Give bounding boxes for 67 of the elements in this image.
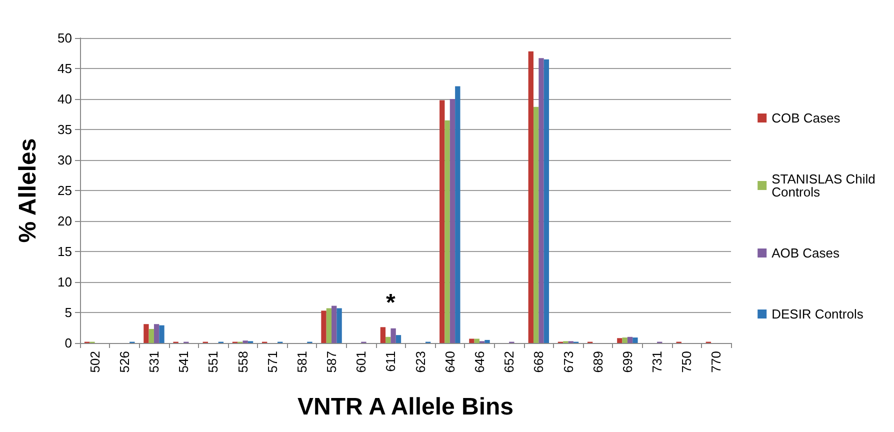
y-tick-label: 15 — [58, 244, 72, 259]
bar — [396, 335, 402, 343]
x-tick-label: 531 — [146, 351, 162, 373]
x-tick-label: 652 — [502, 351, 517, 373]
bar — [144, 324, 149, 343]
bar — [450, 99, 456, 343]
y-axis-title: % Alleles — [14, 138, 42, 243]
x-tick-label: 770 — [708, 351, 724, 373]
x-tick-label: 750 — [679, 351, 694, 373]
bar — [469, 338, 474, 343]
y-tick-label: 25 — [58, 183, 72, 198]
y-tick-label: 30 — [58, 152, 72, 168]
y-tick-label: 5 — [64, 305, 72, 320]
x-tick-label: 731 — [650, 351, 665, 373]
x-tick-label: 502 — [87, 351, 102, 373]
legend-label: DESIR Controls — [772, 306, 864, 322]
bar — [622, 338, 628, 343]
x-tick-label: 673 — [560, 351, 576, 373]
bar — [474, 338, 480, 343]
bar — [538, 58, 544, 343]
bar — [632, 338, 638, 343]
x-tick-label: 640 — [442, 351, 458, 373]
annotation: * — [386, 290, 396, 317]
bar — [380, 327, 386, 343]
bar — [159, 325, 164, 343]
x-tick-label: 541 — [176, 351, 192, 373]
y-tick-label: 35 — [58, 122, 72, 137]
legend-label: COB Cases — [772, 110, 841, 126]
bar — [455, 86, 460, 343]
x-axis-title: VNTR A Allele Bins — [297, 394, 514, 420]
bar — [444, 120, 450, 343]
bar — [326, 308, 332, 343]
bar — [617, 338, 622, 343]
legend-label: AOB Cases — [772, 246, 840, 260]
x-tick-label: 587 — [324, 351, 340, 373]
x-tick-label: 623 — [412, 351, 428, 373]
y-tick-label: 0 — [64, 336, 72, 350]
bar — [533, 106, 539, 343]
legend-label: STANISLAS Child Controls — [772, 172, 880, 200]
y-tick-label: 50 — [58, 30, 72, 46]
y-tick-label: 20 — [58, 214, 72, 228]
x-tick-label: 668 — [531, 351, 546, 373]
x-tick-label: 611 — [383, 351, 398, 372]
x-tick-label: 571 — [264, 351, 280, 373]
bar — [627, 336, 633, 343]
x-tick-label: 526 — [116, 351, 132, 373]
y-tick-label: 40 — [58, 92, 72, 106]
bar — [440, 100, 445, 343]
bar — [148, 328, 154, 343]
bar — [386, 336, 391, 343]
x-tick-label: 646 — [472, 351, 487, 373]
bar — [484, 340, 490, 343]
x-tick-label: 581 — [294, 351, 310, 373]
bar — [544, 59, 550, 343]
y-tick-label: 45 — [58, 61, 72, 76]
x-tick-label: 551 — [206, 351, 221, 373]
bar — [390, 328, 396, 343]
bar — [332, 306, 337, 343]
bar — [528, 51, 534, 343]
y-tick-label: 10 — [58, 274, 72, 290]
x-tick-label: 699 — [620, 351, 635, 373]
bar — [336, 308, 342, 343]
bar — [321, 310, 326, 343]
x-tick-label: 689 — [590, 351, 606, 373]
x-tick-label: 601 — [354, 351, 369, 373]
bar — [154, 324, 160, 343]
x-tick-label: 558 — [235, 351, 250, 373]
